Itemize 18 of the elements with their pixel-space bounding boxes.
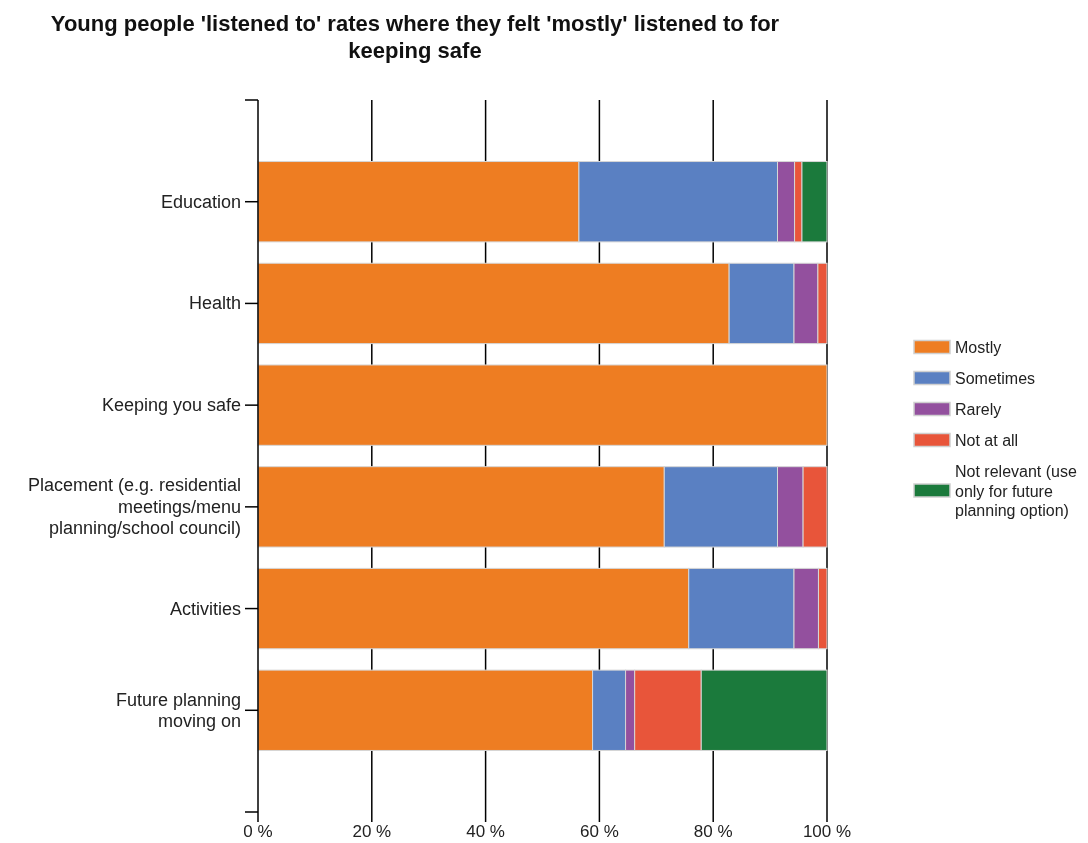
x-tick-label: 20 % xyxy=(352,822,392,841)
y-tick-label: Health xyxy=(188,293,241,314)
y-tick-label: Keeping you safe xyxy=(101,395,241,416)
legend-label: Mostly xyxy=(955,338,1002,356)
chart-title: Young people 'listened to' rates where they felt 'mostly' listened to for keeping safe xyxy=(50,11,780,63)
legend-label: Sometimes xyxy=(955,369,1036,387)
legend-label: Rarely xyxy=(955,400,1002,418)
y-tick-label: Future planning moving on xyxy=(115,689,241,732)
x-tick-label: 60 % xyxy=(580,822,619,841)
legend-label: Not relevant (use only for future planning option) xyxy=(955,462,1077,519)
legend-label: Not at all xyxy=(955,431,1019,449)
x-tick-label: 40 % xyxy=(466,822,505,841)
y-tick-label: Activities xyxy=(169,598,241,619)
x-tick-label: 80 % xyxy=(693,822,733,841)
x-tick-label: 0 % xyxy=(243,822,273,841)
x-tick-label: 100 % xyxy=(802,822,852,841)
y-tick-label: Placement (e.g. residential meetings/menu planning/school council) xyxy=(27,475,241,539)
y-tick-label: Education xyxy=(160,191,241,212)
